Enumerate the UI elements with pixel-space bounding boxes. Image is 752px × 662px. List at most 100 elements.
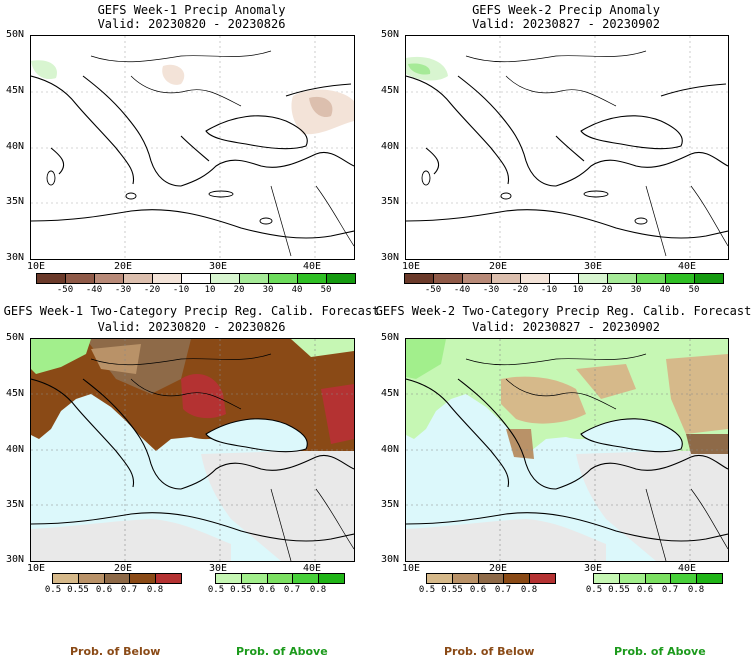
colorbar-label: 0.55 (67, 585, 89, 595)
prob-below-turkey (686, 434, 728, 454)
y-tick: 35N (381, 499, 400, 510)
colorbar-label: -30 (482, 285, 500, 295)
prob-above-label: Prob. of Above (614, 645, 706, 658)
coastlines (406, 378, 728, 542)
y-tick: 40N (6, 141, 25, 152)
chart-title: GEFS Week-2 Two-Category Precip Reg. Cal… (375, 304, 752, 318)
coastlines (31, 378, 354, 542)
map-svg (406, 339, 728, 561)
x-tick: 30E (584, 261, 603, 272)
x-tick: 40E (678, 563, 697, 574)
colorbar-label: 0.7 (661, 585, 679, 595)
above-colorbar (593, 573, 723, 584)
colorbar-label: -10 (540, 285, 558, 295)
colorbar-label: -20 (143, 285, 161, 295)
borders (465, 50, 728, 257)
colorbar-label: 0.8 (687, 585, 705, 595)
y-tick: 40N (6, 444, 25, 455)
x-tick: 40E (303, 563, 322, 574)
y-tick: 45N (381, 388, 400, 399)
colorbar-label: 0.8 (309, 585, 327, 595)
colorbar-label: 0.8 (146, 585, 164, 595)
gridlines (406, 339, 728, 561)
prob-below-red-east (321, 384, 354, 444)
map-plot (405, 338, 729, 562)
chart-subtitle: Valid: 20230820 - 20230826 (97, 320, 286, 334)
prob-below-balkan (501, 376, 586, 424)
colorbar-label: -20 (511, 285, 529, 295)
map-svg (31, 339, 354, 561)
chart-title: GEFS Week-2 Precip Anomaly (472, 3, 660, 17)
colorbar-label: 0.6 (95, 585, 113, 595)
black-sea (581, 418, 683, 452)
colorbar-label: 0.5 (207, 585, 225, 595)
map-plot (405, 35, 729, 260)
x-tick: 30E (209, 261, 228, 272)
x-tick: 10E (402, 261, 421, 272)
x-tick: 10E (27, 563, 46, 574)
gridlines (31, 36, 354, 259)
y-tick: 45N (6, 85, 25, 96)
y-tick: 40N (381, 444, 400, 455)
borders (90, 50, 354, 257)
colorbar-label: 0.6 (258, 585, 276, 595)
y-tick: 35N (6, 196, 25, 207)
islands (421, 170, 648, 225)
y-tick: 30N (6, 554, 25, 565)
y-tick: 35N (381, 196, 400, 207)
colorbar-label: -40 (85, 285, 103, 295)
colorbar-label: -40 (453, 285, 471, 295)
y-tick: 30N (381, 554, 400, 565)
land-missing-south (31, 519, 231, 561)
prob-above-west (406, 339, 446, 379)
anomaly-patch-caucasus (309, 96, 333, 118)
colorbar-label: 0.6 (469, 585, 487, 595)
colorbar-label: 0.55 (230, 585, 252, 595)
colorbar-label: 50 (688, 285, 700, 295)
prob-above-north (291, 339, 354, 357)
y-tick: 50N (6, 29, 25, 40)
colorbar-label: 0.8 (520, 585, 538, 595)
anomaly-patch-alps-core (408, 63, 431, 75)
prob-below-greece (506, 429, 534, 459)
colorbar-label: -10 (172, 285, 190, 295)
y-tick: 45N (6, 388, 25, 399)
x-tick: 40E (303, 261, 322, 272)
colorbar-label: 30 (262, 285, 274, 295)
anomaly-colorbar (36, 273, 356, 284)
chart-subtitle: Valid: 20230827 - 20230902 (472, 17, 660, 31)
colorbar-label: 10 (572, 285, 584, 295)
colorbar-label: 10 (204, 285, 216, 295)
colorbar-label: 0.5 (418, 585, 436, 595)
below-colorbar (52, 573, 182, 584)
prob-above-label: Prob. of Above (236, 645, 328, 658)
chart-title: GEFS Week-1 Two-Category Precip Reg. Cal… (3, 304, 380, 318)
y-tick: 45N (381, 85, 400, 96)
borders (465, 353, 728, 561)
colorbar-label: 0.7 (494, 585, 512, 595)
colorbar-label: 0.55 (608, 585, 630, 595)
map-plot (30, 338, 355, 562)
anomaly-colorbar (404, 273, 724, 284)
x-tick: 20E (489, 563, 508, 574)
islands (46, 170, 273, 225)
prob-above-alps (31, 339, 91, 374)
anomaly-patch-balkan (162, 64, 185, 85)
prob-below-tan (91, 344, 141, 374)
colorbar-label: 0.5 (585, 585, 603, 595)
coastlines (31, 75, 354, 239)
black-sea (206, 418, 308, 452)
x-tick: 10E (27, 261, 46, 272)
colorbar-label: 0.55 (441, 585, 463, 595)
colorbar-label: 20 (233, 285, 245, 295)
x-tick: 10E (402, 563, 421, 574)
borders (90, 353, 354, 561)
colorbar-label: -50 (424, 285, 442, 295)
anomaly-patch-alps (31, 60, 57, 80)
x-tick: 20E (114, 261, 133, 272)
colorbar-label: 50 (320, 285, 332, 295)
colorbar-label: 0.6 (636, 585, 654, 595)
prob-below-red (181, 374, 226, 419)
chart-subtitle: Valid: 20230820 - 20230826 (97, 17, 286, 31)
x-tick: 20E (114, 563, 133, 574)
